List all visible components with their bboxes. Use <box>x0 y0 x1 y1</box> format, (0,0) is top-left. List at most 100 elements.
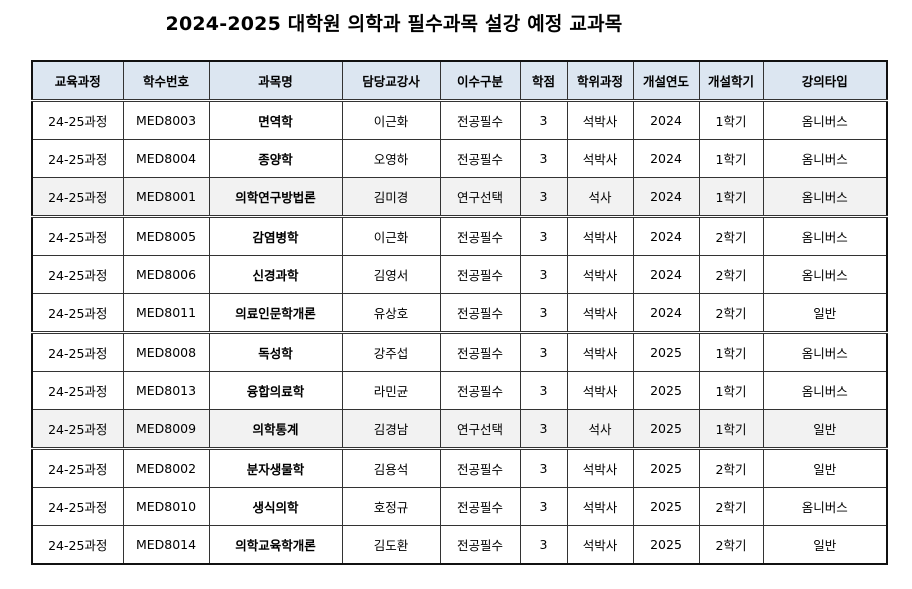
curriculum-cell: 24-25과정 <box>31 525 124 565</box>
course-code-cell: MED8006 <box>122 255 210 294</box>
header-completion-type: 이수구분 <box>439 60 521 102</box>
year-cell: 2025 <box>632 487 700 526</box>
lecture-type-cell: 옴니버스 <box>762 371 888 410</box>
degree-cell: 석박사 <box>566 216 634 256</box>
course-code-cell: MED8014 <box>122 525 210 565</box>
table-row: 24-25과정 MED8001 의학연구방법론 김미경 연구선택 3 석사 2024 1학기 옴니… <box>31 177 888 218</box>
year-cell: 2025 <box>632 332 700 372</box>
curriculum-cell: 24-25과정 <box>31 216 124 256</box>
course-name-cell: 융합의료학 <box>208 371 343 410</box>
completion-type-cell: 전공필수 <box>439 100 521 140</box>
degree-cell: 석사 <box>566 177 634 218</box>
header-semester: 개설학기 <box>698 60 764 102</box>
semester-cell: 1학기 <box>698 371 764 410</box>
lecture-type-cell: 옴니버스 <box>762 487 888 526</box>
table-row: 24-25과정 MED8009 의학통계 김경남 연구선택 3 석사 2025 1학기 일반 <box>31 409 888 450</box>
degree-cell: 석박사 <box>566 139 634 178</box>
instructor-cell: 김경남 <box>341 409 441 450</box>
lecture-type-cell: 옴니버스 <box>762 216 888 256</box>
credits-cell: 3 <box>519 139 568 178</box>
instructor-cell: 김영서 <box>341 255 441 294</box>
course-code-cell: MED8008 <box>122 332 210 372</box>
curriculum-cell: 24-25과정 <box>31 255 124 294</box>
lecture-type-cell: 옴니버스 <box>762 255 888 294</box>
header-curriculum: 교육과정 <box>31 60 124 102</box>
credits-cell: 3 <box>519 216 568 256</box>
curriculum-cell: 24-25과정 <box>31 293 124 334</box>
course-code-cell: MED8011 <box>122 293 210 334</box>
lecture-type-cell: 일반 <box>762 293 888 334</box>
instructor-cell: 김도환 <box>341 525 441 565</box>
instructor-cell: 호정규 <box>341 487 441 526</box>
course-code-cell: MED8013 <box>122 371 210 410</box>
semester-cell: 2학기 <box>698 525 764 565</box>
lecture-type-cell: 일반 <box>762 409 888 450</box>
curriculum-cell: 24-25과정 <box>31 139 124 178</box>
table-row: 24-25과정 MED8011 의료인문학개론 유상호 전공필수 3 석박사 2024 2학기 일… <box>31 293 888 334</box>
lecture-type-cell: 일반 <box>762 448 888 488</box>
completion-type-cell: 연구선택 <box>439 409 521 450</box>
degree-cell: 석박사 <box>566 332 634 372</box>
page-title-text: 2024-2025 대학원 의학과 필수과목 설강 예정 교과목 <box>165 13 623 35</box>
degree-cell: 석박사 <box>566 448 634 488</box>
lecture-type-cell: 옴니버스 <box>762 177 888 218</box>
completion-type-cell: 전공필수 <box>439 448 521 488</box>
instructor-cell: 강주섭 <box>341 332 441 372</box>
course-name-cell: 종양학 <box>208 139 343 178</box>
course-code-cell: MED8003 <box>122 100 210 140</box>
instructor-cell: 이근화 <box>341 216 441 256</box>
curriculum-cell: 24-25과정 <box>31 448 124 488</box>
instructor-cell: 오영하 <box>341 139 441 178</box>
semester-cell: 2학기 <box>698 216 764 256</box>
table-row: 24-25과정 MED8005 감염병학 이근화 전공필수 3 석박사 2024 2학기 옴니버스 <box>31 216 888 256</box>
completion-type-cell: 전공필수 <box>439 525 521 565</box>
year-cell: 2024 <box>632 216 700 256</box>
header-year: 개설연도 <box>632 60 700 102</box>
course-name-cell: 의료인문학개론 <box>208 293 343 334</box>
credits-cell: 3 <box>519 525 568 565</box>
credits-cell: 3 <box>519 177 568 218</box>
table-row: 24-25과정 MED8008 독성학 강주섭 전공필수 3 석박사 2025 1학기 옴니버스 <box>31 332 888 372</box>
course-code-cell: MED8009 <box>122 409 210 450</box>
credits-cell: 3 <box>519 255 568 294</box>
degree-cell: 석사 <box>566 409 634 450</box>
header-course-name: 과목명 <box>208 60 343 102</box>
credits-cell: 3 <box>519 293 568 334</box>
degree-cell: 석박사 <box>566 487 634 526</box>
instructor-cell: 이근화 <box>341 100 441 140</box>
year-cell: 2024 <box>632 177 700 218</box>
completion-type-cell: 전공필수 <box>439 487 521 526</box>
credits-cell: 3 <box>519 448 568 488</box>
credits-cell: 3 <box>519 409 568 450</box>
course-name-cell: 생식의학 <box>208 487 343 526</box>
degree-cell: 석박사 <box>566 371 634 410</box>
semester-cell: 2학기 <box>698 255 764 294</box>
course-code-cell: MED8004 <box>122 139 210 178</box>
semester-cell: 2학기 <box>698 448 764 488</box>
course-name-cell: 독성학 <box>208 332 343 372</box>
completion-type-cell: 연구선택 <box>439 177 521 218</box>
semester-cell: 1학기 <box>698 332 764 372</box>
table-row: 24-25과정 MED8004 종양학 오영하 전공필수 3 석박사 2024 1학기 옴니버스 <box>31 139 888 178</box>
degree-cell: 석박사 <box>566 293 634 334</box>
degree-cell: 석박사 <box>566 525 634 565</box>
semester-cell: 2학기 <box>698 487 764 526</box>
course-name-cell: 분자생물학 <box>208 448 343 488</box>
curriculum-cell: 24-25과정 <box>31 177 124 218</box>
degree-cell: 석박사 <box>566 255 634 294</box>
year-cell: 2025 <box>632 525 700 565</box>
course-name-cell: 신경과학 <box>208 255 343 294</box>
course-table: 교육과정 학수번호 과목명 담당교강사 이수구분 학점 학위과정 개설연도 개설… <box>31 60 888 565</box>
year-cell: 2025 <box>632 371 700 410</box>
curriculum-cell: 24-25과정 <box>31 332 124 372</box>
course-name-cell: 의학교육학개론 <box>208 525 343 565</box>
header-credits: 학점 <box>519 60 568 102</box>
curriculum-cell: 24-25과정 <box>31 409 124 450</box>
course-name-cell: 감염병학 <box>208 216 343 256</box>
lecture-type-cell: 옴니버스 <box>762 100 888 140</box>
semester-cell: 2학기 <box>698 293 764 334</box>
credits-cell: 3 <box>519 371 568 410</box>
table-row: 24-25과정 MED8010 생식의학 호정규 전공필수 3 석박사 2025 2학기 옴니버스 <box>31 487 888 526</box>
table-row: 24-25과정 MED8006 신경과학 김영서 전공필수 3 석박사 2024 2학기 옴니버스 <box>31 255 888 294</box>
lecture-type-cell: 일반 <box>762 525 888 565</box>
